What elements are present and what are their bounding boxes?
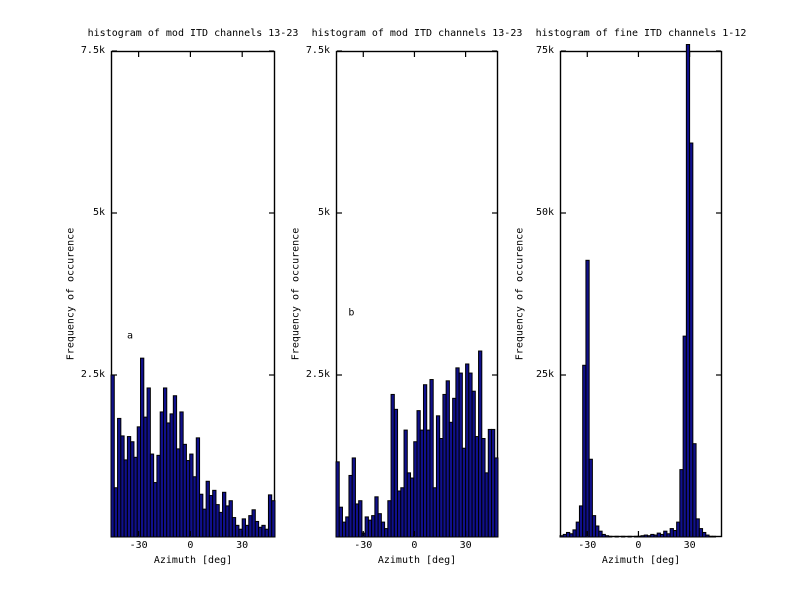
plot-title: histogram of mod ITD channels 13-23 <box>311 28 523 39</box>
y-axis-label: Frequency of occurence <box>514 227 526 361</box>
y-tick-label: 2.5k <box>80 369 105 380</box>
x-tick-label: 30 <box>459 540 472 551</box>
x-tick-label: 30 <box>236 540 249 551</box>
histogram-bar <box>588 458 593 538</box>
y-axis-label: Frequency of occurence <box>290 227 302 361</box>
histogram-bar <box>195 437 201 538</box>
histogram-bar <box>711 535 717 538</box>
plot-area <box>335 50 499 538</box>
y-tick-label: 7.5k <box>80 45 105 56</box>
histogram-bar <box>692 443 697 538</box>
histogram-panel-left: histogram of mod ITD channels 13-23 Freq… <box>66 28 299 566</box>
plot-title: histogram of mod ITD channels 13-23 <box>87 28 299 39</box>
y-tick-label: 7.5k <box>305 45 330 56</box>
panel-letter-annotation: b <box>348 307 355 319</box>
x-axis-label: Azimuth [deg] <box>377 555 457 566</box>
x-tick-label: -30 <box>354 540 373 551</box>
histogram-bar <box>695 518 700 538</box>
x-tick-label: 0 <box>635 540 642 551</box>
histogram-bar <box>621 535 626 538</box>
histogram-bar <box>351 457 356 538</box>
y-tick-label: 25k <box>535 369 554 380</box>
y-tick-label: 5k <box>92 207 105 218</box>
plot-area <box>559 44 723 538</box>
histogram-bar <box>271 500 276 538</box>
x-tick-label: 0 <box>411 540 418 551</box>
panel-letter-annotation: a <box>126 330 133 342</box>
plot-area <box>110 50 276 538</box>
histogram-bar <box>358 500 363 538</box>
y-tick-label: 75k <box>535 45 554 56</box>
histogram-bar <box>585 259 590 538</box>
x-tick-label: -30 <box>578 540 597 551</box>
histogram-bar <box>689 142 694 538</box>
y-axis-label: Frequency of occurence <box>65 227 77 361</box>
x-tick-label: 30 <box>683 540 696 551</box>
y-tick-label: 5k <box>317 207 330 218</box>
histogram-bar <box>335 461 340 538</box>
x-tick-label: -30 <box>129 540 148 551</box>
histogram-panel-middle: histogram of mod ITD channels 13-23 Freq… <box>291 28 523 566</box>
histogram-bar <box>627 535 632 538</box>
x-axis-label: Azimuth [deg] <box>153 555 233 566</box>
histogram-bar <box>614 535 619 538</box>
x-tick-label: 0 <box>187 540 194 551</box>
y-tick-label: 2.5k <box>305 369 330 380</box>
histogram-bar <box>429 379 434 538</box>
x-axis-label: Azimuth [deg] <box>601 555 681 566</box>
histogram-bar <box>494 457 499 538</box>
histogram-bar <box>608 535 613 538</box>
y-tick-label: 50k <box>535 207 554 218</box>
histogram-panel-right: histogram of fine ITD channels 1-12 Freq… <box>515 28 747 566</box>
histogram-bar <box>393 408 399 538</box>
plot-title: histogram of fine ITD channels 1-12 <box>535 28 747 39</box>
